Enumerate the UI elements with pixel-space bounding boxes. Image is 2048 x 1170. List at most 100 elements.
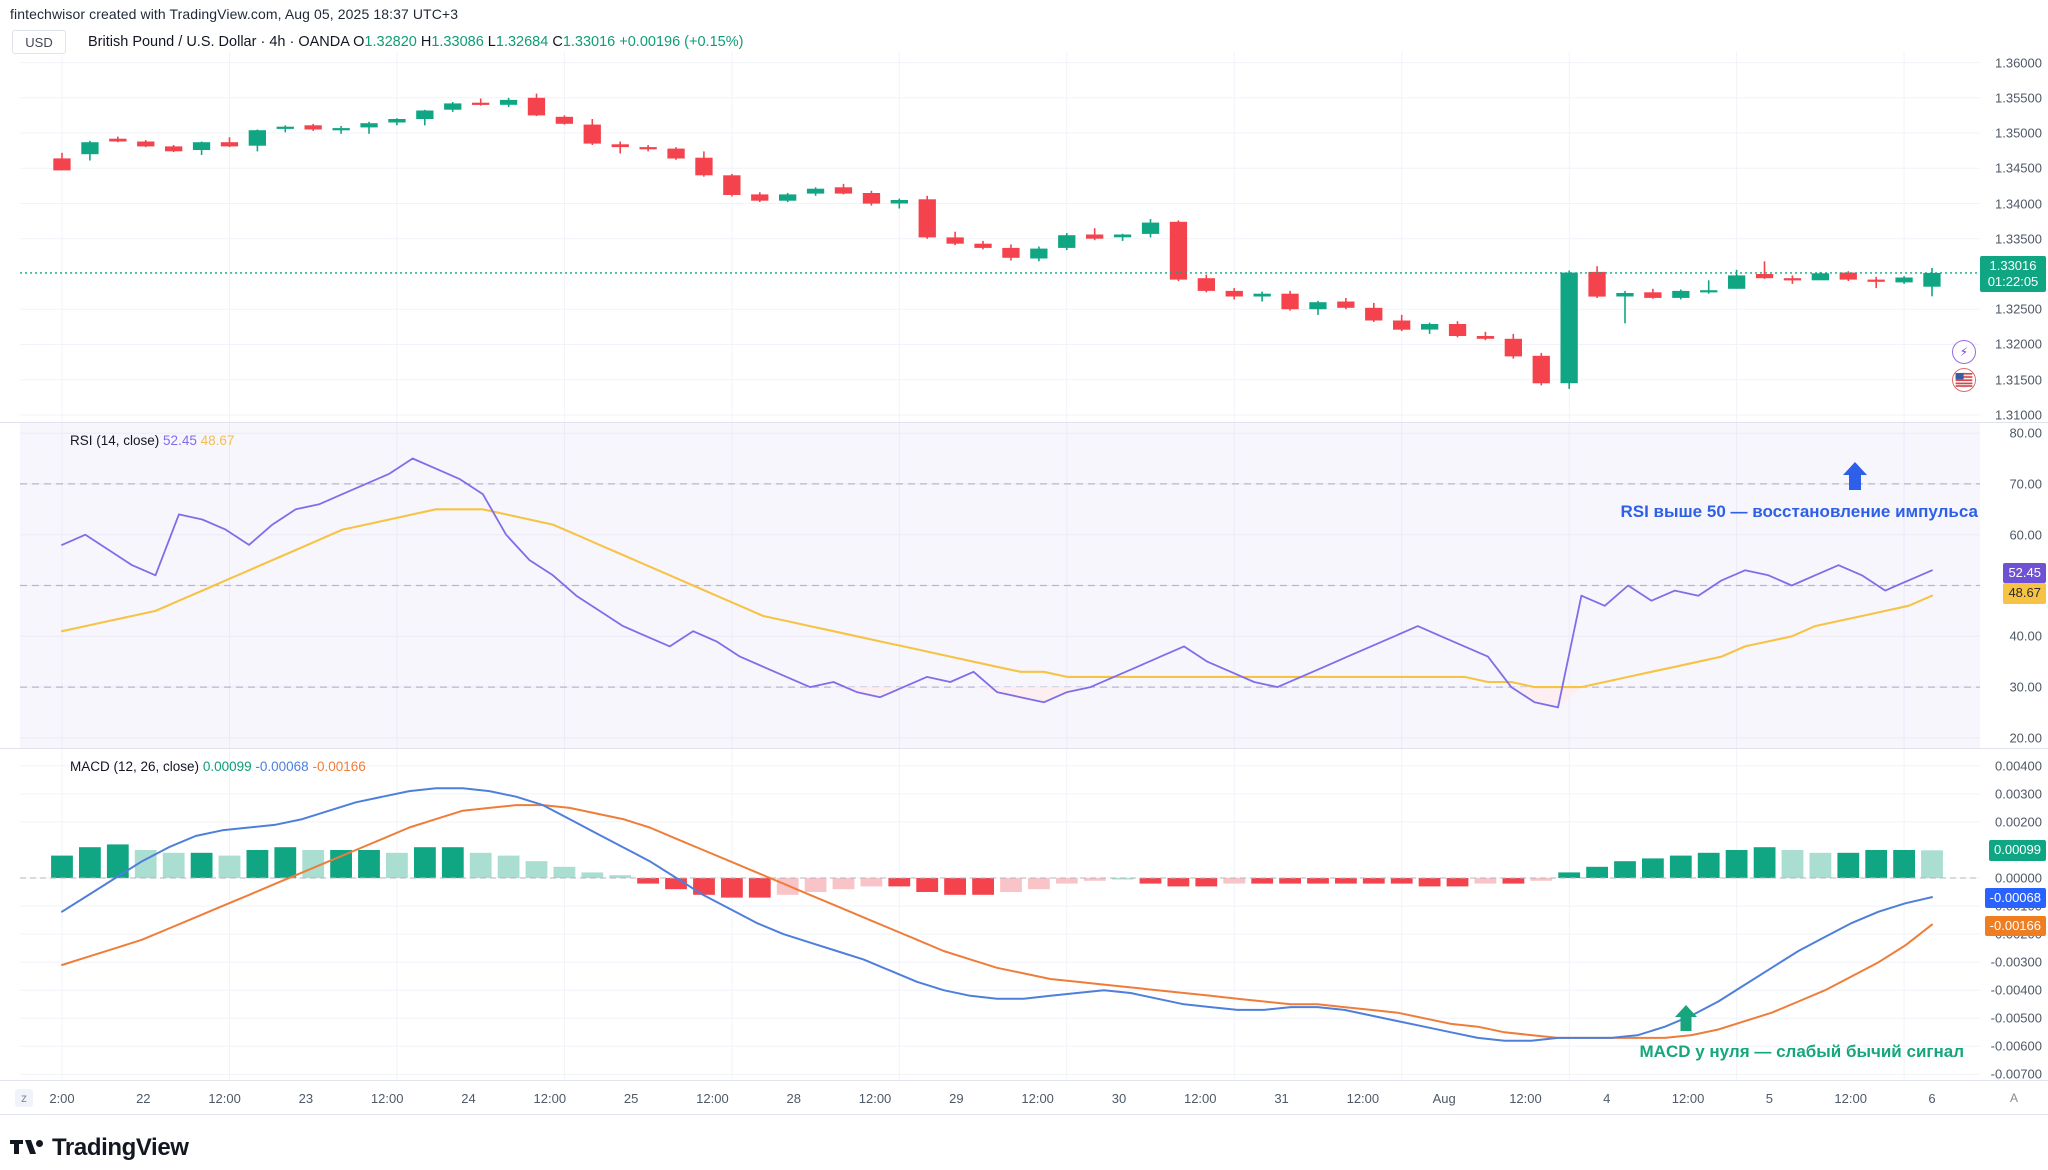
lightning-bolt-badge[interactable]: ⚡: [1952, 340, 1976, 364]
axis-tick-label: 0.00300: [1995, 786, 2042, 802]
candle: [1421, 324, 1439, 330]
macd-histogram-bar: [888, 878, 911, 887]
macd-annotation: MACD у нуля — слабый бычий сигнал: [1639, 1042, 1964, 1061]
candle: [806, 188, 825, 194]
candle: [137, 141, 155, 147]
macd-histogram-bar: [386, 852, 408, 878]
candle: [1783, 278, 1802, 281]
macd-histogram-bar: [1083, 878, 1106, 881]
time-axis-label: 5: [1765, 1091, 1774, 1106]
candle: [1337, 301, 1355, 308]
candle: [1169, 221, 1188, 280]
macd-line: [61, 787, 1933, 1042]
macd-histogram-bar: [553, 866, 576, 878]
macd-histogram-bar: [1307, 878, 1329, 884]
rsi-legend[interactable]: RSI (14, close) 52.45 48.67: [70, 433, 234, 448]
time-axis-label: 12:00: [858, 1091, 892, 1106]
macd-signal-value: -0.00166: [312, 759, 366, 774]
price-pane[interactable]: 1.36000 1.35500 1.35000 1.34500 1.34000 1.335…: [0, 52, 2048, 422]
macd-histogram-bar: [218, 855, 241, 878]
macd-histogram-bar: [1725, 850, 1748, 879]
symbol-name[interactable]: British Pound / U.S. Dollar · 4h · OANDA: [88, 34, 350, 50]
candle: [1281, 293, 1299, 310]
candle: [862, 193, 881, 204]
candle: [1504, 338, 1522, 357]
macd-histogram-bar: [693, 878, 715, 895]
rsi-pane[interactable]: RSI (14, close) 52.45 48.67 80.00 70.00 60…: [0, 423, 2048, 748]
rsi-line: [61, 457, 1933, 709]
macd-histogram-bar: [1558, 872, 1581, 878]
macd-histogram-bar: [1697, 852, 1720, 878]
axis-tick-label: 80.00: [2009, 425, 2042, 441]
macd-histogram-bar: [1586, 866, 1608, 878]
candle: [974, 243, 992, 248]
rsi-plot-area[interactable]: [20, 423, 1980, 748]
axis-tick-label: 1.35500: [1995, 90, 2042, 106]
time-axis-bottom-divider: [0, 1114, 2048, 1115]
macd-line-tag: -0.00068: [1984, 888, 2046, 909]
macd-histogram-bar: [581, 872, 604, 878]
candle: [918, 199, 936, 238]
macd-histogram-bar: [665, 878, 687, 890]
symbol-legend: USD British Pound / U.S. Dollar · 4h · O…: [12, 30, 743, 54]
axis-tick-label: 1.31500: [1995, 372, 2042, 388]
us-flag-badge[interactable]: [1952, 368, 1976, 392]
macd-histogram-bar: [748, 878, 771, 898]
axis-tick-label: 1.33500: [1995, 231, 2042, 247]
candle: [695, 157, 713, 176]
candle: [1532, 355, 1550, 384]
candle: [1448, 324, 1467, 336]
macd-histogram-bar: [1446, 878, 1469, 887]
time-axis[interactable]: z A 2:00 22 12:00 23 12:00 24 12:00 25 12:00 28 12…: [0, 1080, 2048, 1115]
candle: [1839, 272, 1857, 280]
rsi-ma-value-tag: 48.67: [2003, 583, 2046, 604]
high-label: H: [420, 34, 432, 50]
timezone-chip[interactable]: z: [15, 1089, 33, 1107]
price-axis[interactable]: 1.36000 1.35500 1.35000 1.34500 1.34000 1.335…: [1980, 52, 2048, 422]
axis-tick-label: 0.00200: [1995, 814, 2042, 830]
axis-tick-label: 0.00000: [1995, 870, 2042, 886]
macd-histogram-bar: [721, 878, 743, 898]
macd-histogram-bar: [1000, 878, 1022, 892]
candle: [81, 142, 99, 155]
open-label: O: [353, 34, 365, 50]
macd-histogram-bar: [441, 847, 464, 879]
candle: [1113, 234, 1132, 238]
chart-canvas: [20, 749, 1980, 1080]
macd-histogram-bar: [1921, 850, 1943, 879]
price-macd-divider: [0, 422, 2048, 423]
time-axis-label: 22: [136, 1091, 151, 1106]
time-axis-label: Aug: [1432, 1091, 1456, 1106]
macd-histogram-bar: [1251, 878, 1274, 884]
last-price-value: 1.33016: [1989, 257, 2037, 273]
candle: [611, 144, 629, 148]
rsi-annotation: RSI выше 50 — восстановление импульса: [1620, 502, 1978, 521]
rsi-axis[interactable]: 80.0070.0060.0050.0040.0030.0020.0052.45…: [1980, 423, 2048, 748]
tradingview-logo[interactable]: TradingView: [10, 1134, 189, 1162]
macd-plot-area[interactable]: [20, 749, 1980, 1080]
axis-tick-label: 70.00: [2009, 476, 2042, 492]
time-axis-label: 31: [1274, 1091, 1289, 1106]
candle: [444, 103, 462, 110]
time-axis-label: 23: [298, 1091, 314, 1106]
time-axis-label: 12:00: [1834, 1091, 1867, 1106]
macd-pane[interactable]: MACD (12, 26, close) 0.00099 -0.00068 -0…: [0, 749, 2048, 1082]
macd-histogram-bar: [1893, 850, 1915, 879]
currency-chip[interactable]: USD: [12, 30, 66, 54]
macd-legend[interactable]: MACD (12, 26, close) 0.00099 -0.00068 -0…: [70, 759, 366, 774]
macd-axis[interactable]: 0.004000.003000.002000.00000-0.00100-0.0…: [1980, 749, 2048, 1082]
macd-histogram-bar: [79, 847, 101, 879]
macd-histogram-bar: [358, 850, 380, 879]
time-axis-label: 4: [1603, 1091, 1611, 1106]
bar-countdown: 01:22:05: [1987, 274, 2039, 290]
macd-histogram-bar: [525, 861, 548, 878]
macd-signal-line: [61, 804, 1933, 1039]
axis-tick-label: 1.35000: [1995, 125, 2042, 141]
price-plot-area[interactable]: [20, 52, 1980, 422]
candle: [472, 102, 490, 105]
macd-histogram-bar: [1502, 878, 1525, 884]
time-axis-label: 6: [1928, 1091, 1936, 1106]
axis-mode-chip[interactable]: A: [2009, 1091, 2018, 1105]
macd-histogram-bar: [1195, 878, 1218, 887]
rsi-value-tag: 52.45: [2003, 563, 2046, 584]
